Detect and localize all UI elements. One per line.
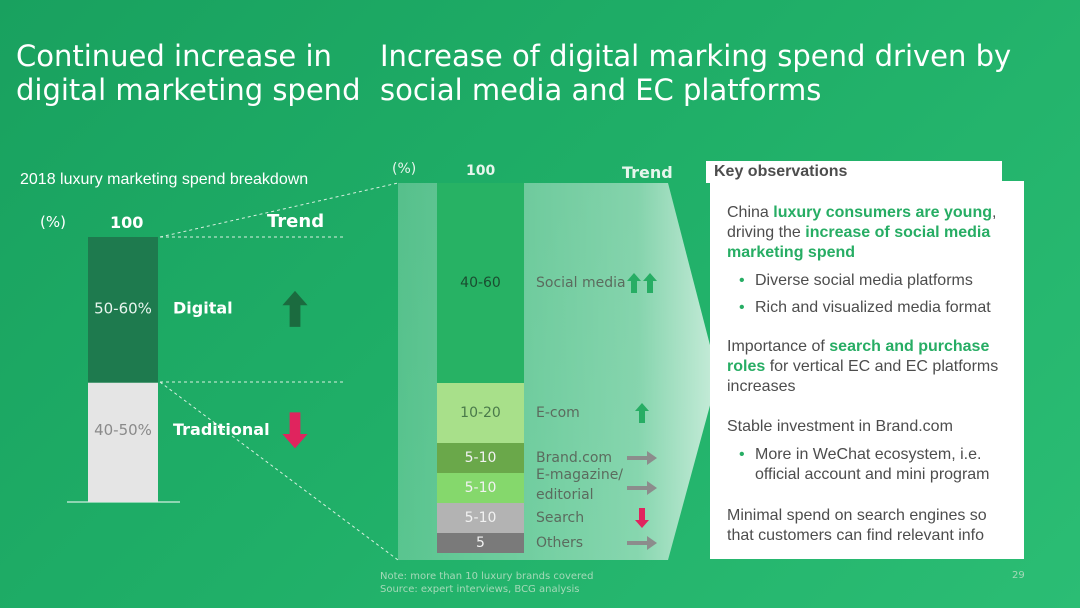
observation-1-bullet: Diverse social media platforms (739, 271, 1014, 291)
key-observations-panel: China luxury consumers are young, drivin… (710, 181, 1024, 559)
chart-title: 2018 luxury marketing spend breakdown (20, 171, 309, 188)
left-segment-name: Traditional (173, 420, 270, 439)
right-trend-double-up-icon (627, 273, 657, 293)
right-segment-name: Social media (536, 275, 626, 291)
right-bar-segment (437, 503, 524, 533)
left-trend-label: Trend (267, 211, 324, 232)
footnote-note: Note: more than 10 luxury brands covered (380, 571, 594, 582)
left-bar-segment (88, 382, 158, 502)
observation-4: Minimal spend on search engines so that … (727, 507, 987, 544)
right-trend-flat-icon (627, 451, 657, 465)
right-total-label: 100 (466, 163, 495, 179)
left-segment-name: Digital (173, 298, 233, 317)
right-bar-segment (437, 533, 524, 553)
footnote-source: Source: expert interviews, BCG analysis (380, 584, 580, 595)
left-segment-value: 50-60% (94, 299, 152, 317)
right-segment-value: 5-10 (465, 510, 497, 526)
right-segment-value: 40-60 (460, 275, 501, 291)
right-trend-flat-icon (627, 481, 657, 495)
zoom-connector-top (159, 182, 399, 238)
right-trend-label: Trend (622, 163, 673, 182)
right-trend-up-icon (635, 403, 649, 423)
observation-1-bullet: Rich and visualized media format (739, 298, 1014, 318)
left-unit-label: (%) (40, 213, 66, 231)
right-segment-value: 5 (476, 535, 485, 551)
right-segment-name: Search (536, 510, 584, 526)
footnote: Note: more than 10 luxury brands covered… (380, 570, 593, 596)
right-trend-down-icon (635, 508, 649, 528)
observation-2: Importance of search and purchase roles … (727, 338, 999, 395)
right-bar-segment (437, 473, 524, 503)
right-bar-segment (437, 183, 524, 383)
right-bar-segment (437, 443, 524, 473)
left-trend-up-icon (282, 290, 308, 327)
left-segment-value: 40-50% (94, 421, 152, 439)
key-observations-heading: Key observations (706, 161, 1002, 183)
left-total-label: 100 (110, 213, 143, 232)
page-number: 29 (1012, 570, 1025, 581)
right-unit-label: (%) (392, 161, 416, 177)
observation-3-bullet: More in WeChat ecosystem, i.e. official … (739, 445, 1014, 485)
observation-3: Stable investment in Brand.com (727, 418, 953, 435)
right-title: Increase of digital marking spend driven… (380, 39, 1012, 107)
observation-1: China luxury consumers are young, drivin… (727, 204, 997, 261)
left-trend-down-icon (282, 412, 308, 449)
right-segment-name: Brand.com (536, 450, 612, 466)
right-trend-flat-icon (627, 536, 657, 550)
zoom-connector-bottom (159, 381, 399, 561)
right-segment-value: 5-10 (465, 480, 497, 496)
right-bar-segment (437, 383, 524, 443)
left-title: Continued increase in digital marketing … (16, 39, 361, 107)
right-segment-name: Others (536, 535, 583, 551)
right-segment-value: 10-20 (460, 405, 501, 421)
right-segment-name: E-com (536, 405, 580, 421)
right-segment-value: 5-10 (465, 450, 497, 466)
left-bar-segment (88, 237, 158, 383)
right-segment-name: E-magazine/editorial (536, 467, 623, 503)
